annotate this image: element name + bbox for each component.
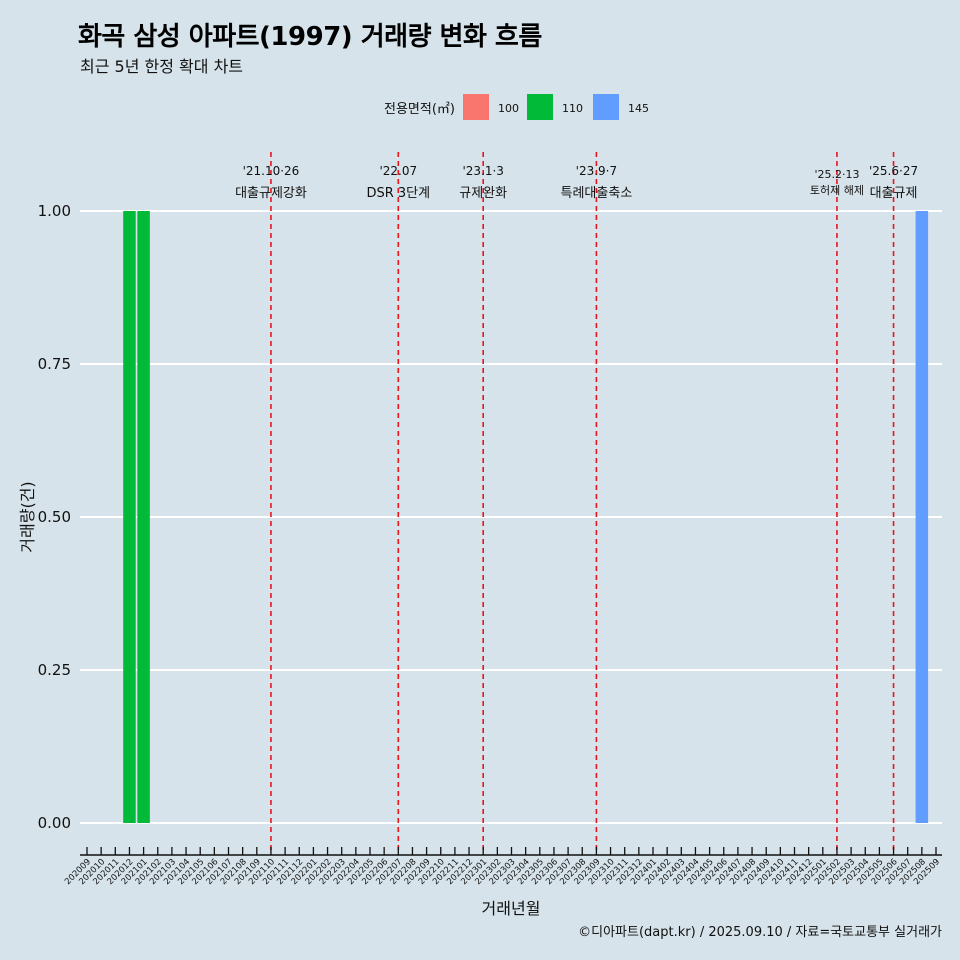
bar-202012: [123, 211, 136, 823]
x-axis-label: 거래년월: [482, 899, 541, 918]
y-tick-label: 0.75: [38, 355, 71, 373]
event-label: 특례대출축소: [561, 186, 633, 201]
y-tick-label: 0.00: [38, 814, 71, 832]
legend: 전용면적(㎡) 100 110 145: [384, 94, 649, 120]
legend-label-100: 100: [498, 102, 519, 115]
event-label: 대출규제강화: [235, 186, 307, 201]
event-date: '25.6·27: [869, 164, 918, 178]
chart-subtitle: 최근 5년 한정 확대 차트: [80, 57, 244, 76]
chart-caption: ©디아파트(dapt.kr) / 2025.09.10 / 자료=국토교통부 실…: [578, 925, 942, 940]
bar-202101: [137, 211, 150, 823]
y-tick-label: 1.00: [38, 202, 71, 220]
legend-label-145: 145: [628, 102, 649, 115]
legend-title: 전용면적(㎡): [384, 102, 455, 117]
legend-swatch-110: [527, 94, 553, 120]
event-date: '21.10·26: [243, 164, 300, 178]
event-date: '25.2·13: [814, 168, 859, 181]
event-date: '23.9·7: [576, 164, 617, 178]
event-label: 토허제 해제: [810, 183, 864, 197]
legend-swatch-100: [463, 94, 489, 120]
legend-swatch-145: [593, 94, 619, 120]
y-axis-label: 거래량(건): [18, 481, 37, 552]
grid-lines: [80, 210, 942, 824]
event-label: 규제완화: [459, 186, 507, 201]
event-label: DSR 3단계: [366, 186, 430, 201]
x-axis: 2020092020102020112020122021012021022021…: [63, 847, 942, 887]
y-tick-label: 0.50: [38, 508, 71, 526]
annotations: '21.10·26 대출규제강화 '22.07 DSR 3단계 '23.1·3 규제완화 '…: [235, 152, 918, 855]
chart-title: 화곡 삼성 아파트(1997) 거래량 변화 흐름: [78, 22, 542, 52]
legend-label-110: 110: [562, 102, 583, 115]
event-date: '23.1·3: [462, 164, 503, 178]
event-label: 대출규제: [870, 186, 918, 201]
bars: [123, 211, 929, 823]
y-tick-label: 0.25: [38, 661, 71, 679]
y-axis: 0.00 0.25 0.50 0.75 1.00: [38, 202, 71, 832]
event-date: '22.07: [379, 164, 417, 178]
bar-202508: [915, 211, 929, 823]
